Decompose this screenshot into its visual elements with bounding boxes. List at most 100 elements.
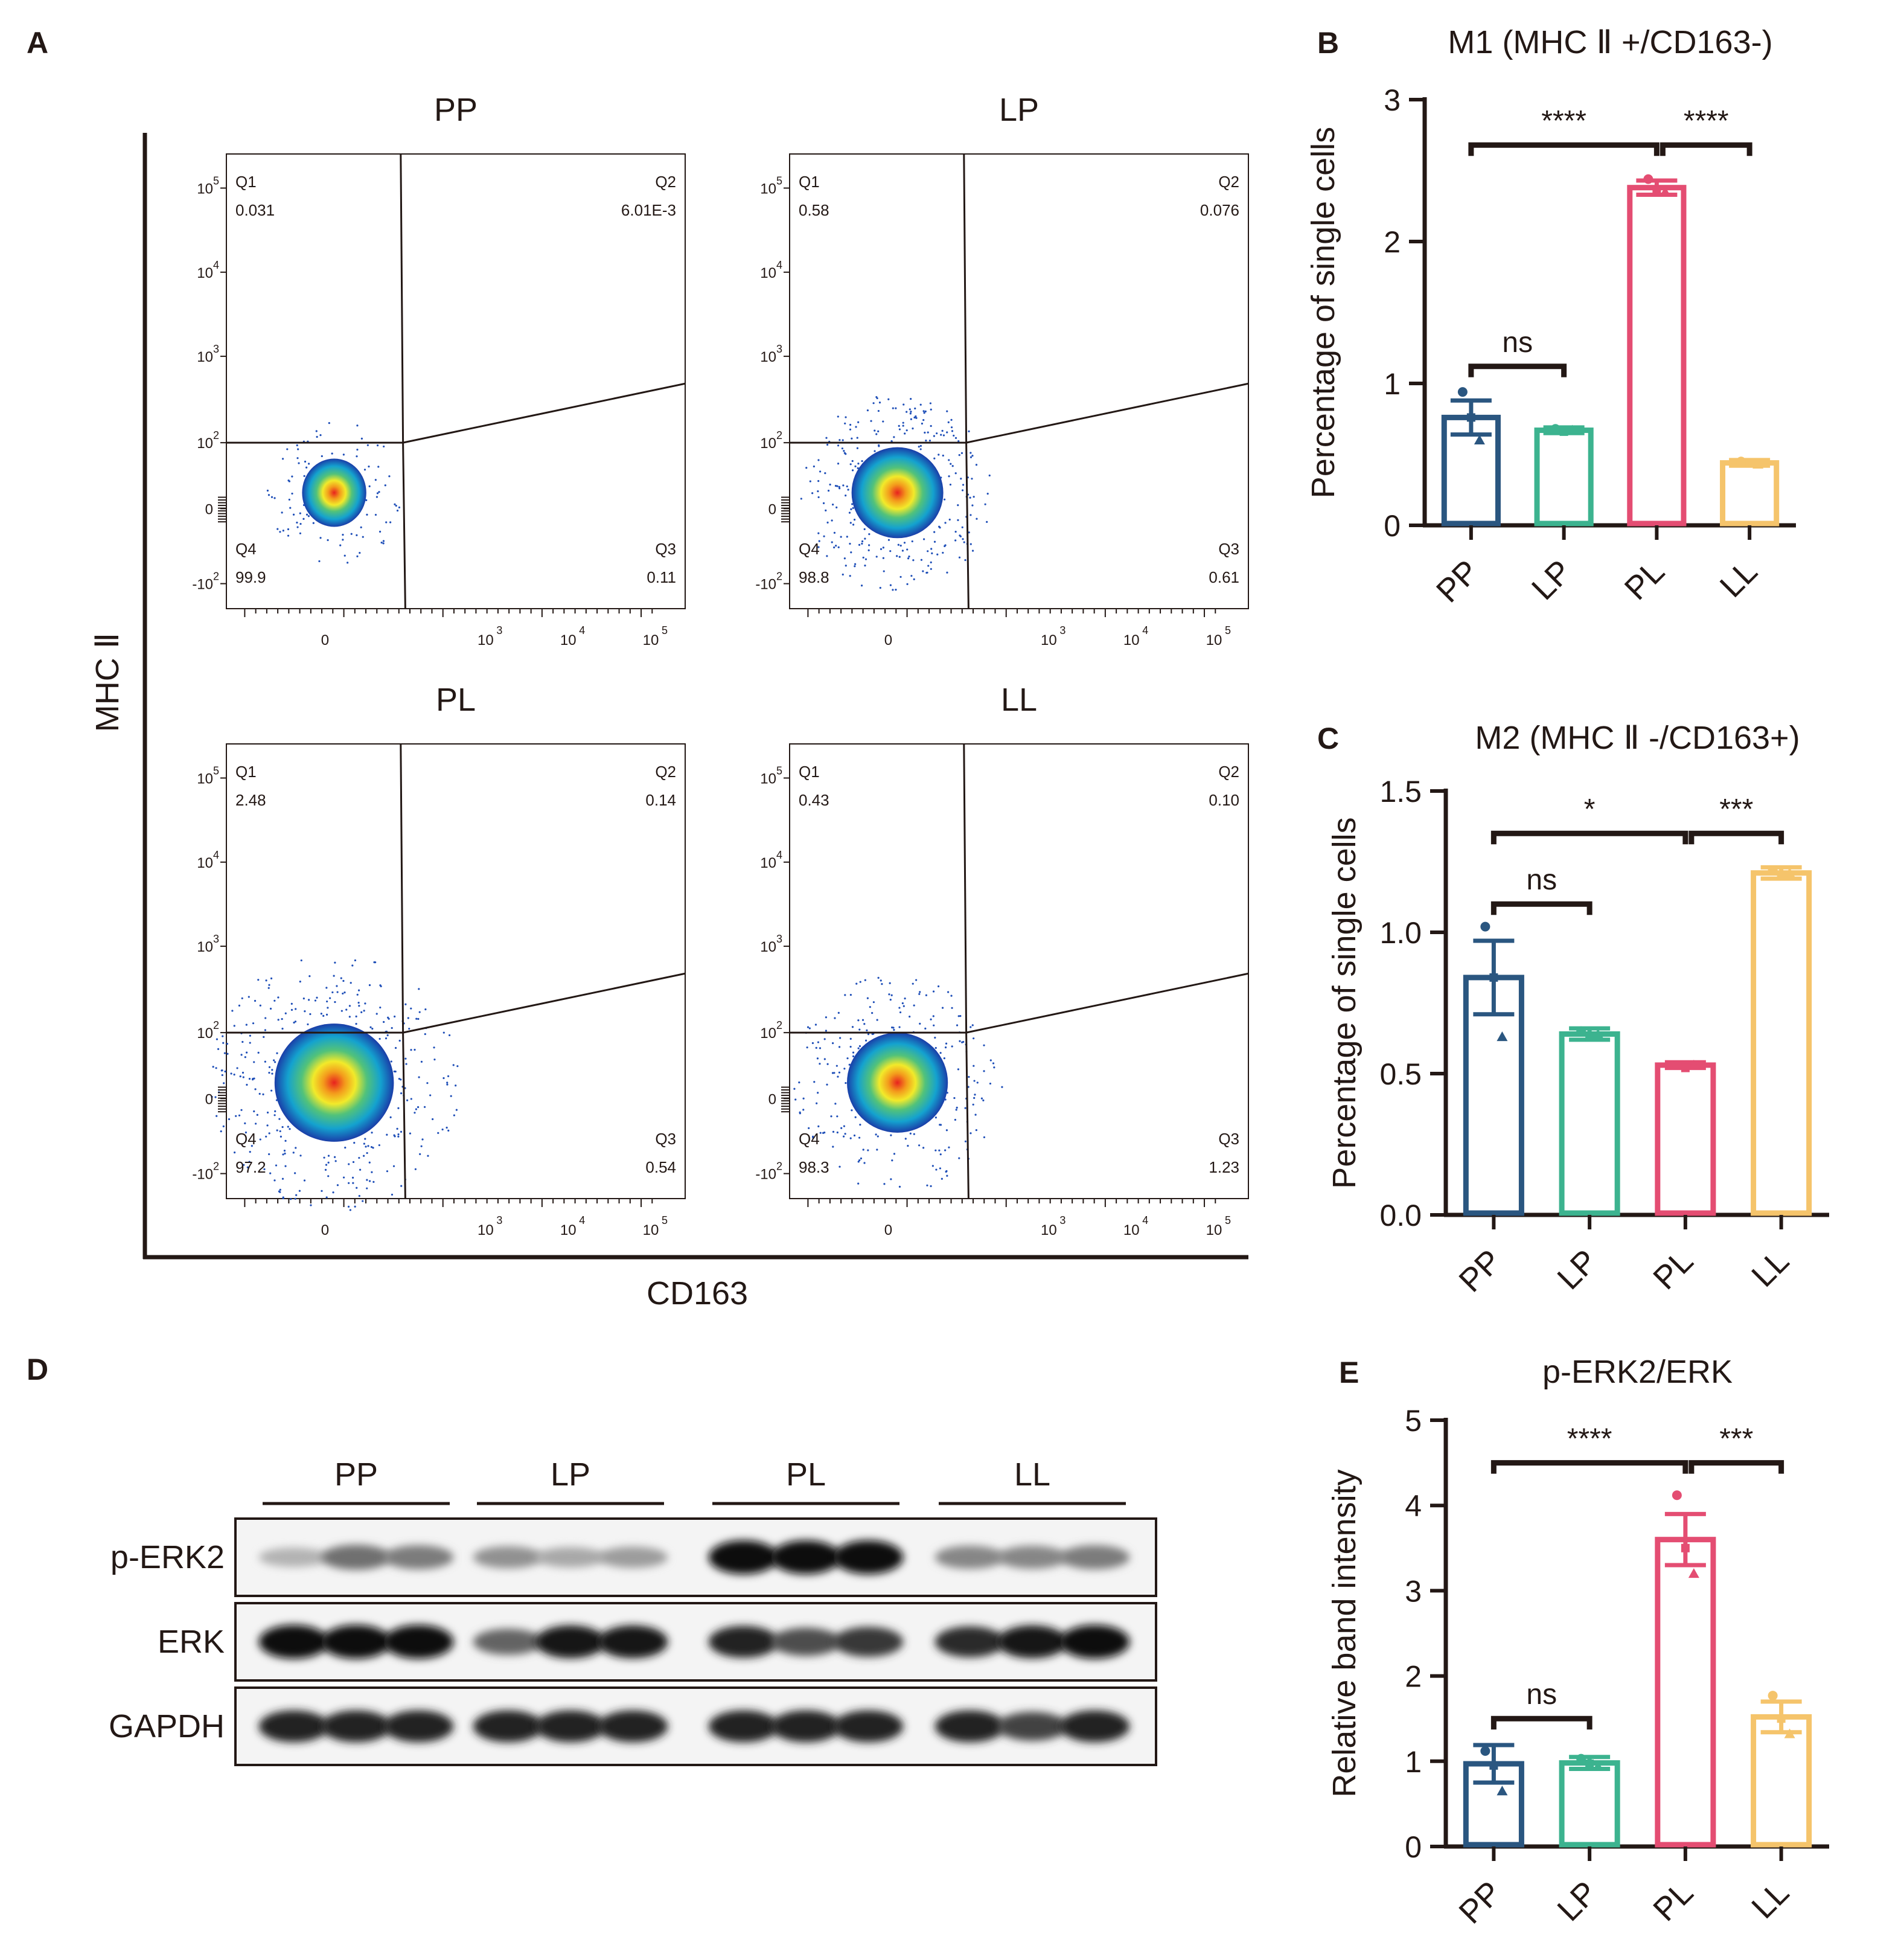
event-dot	[240, 1054, 243, 1056]
event-dot	[415, 1017, 418, 1020]
event-dot	[415, 1108, 417, 1110]
event-dot	[819, 1132, 822, 1134]
event-dot	[927, 431, 929, 434]
event-dot	[858, 543, 861, 546]
event-dot	[309, 1013, 311, 1016]
quadrant-q4v: 99.9	[235, 568, 266, 586]
event-dot	[970, 543, 972, 545]
event-dot	[277, 996, 280, 999]
y-tick-base: 10	[197, 435, 213, 452]
event-dot	[853, 1134, 856, 1137]
event-dot	[363, 469, 366, 471]
event-dot	[908, 556, 910, 558]
data-point	[1777, 1714, 1786, 1723]
event-dot	[267, 494, 270, 496]
event-dot	[357, 1002, 360, 1004]
event-dot	[851, 469, 854, 472]
event-dot	[913, 1133, 915, 1135]
data-point	[1593, 1028, 1604, 1039]
event-dot	[418, 1076, 420, 1078]
event-dot	[857, 1047, 860, 1049]
event-dot	[946, 1092, 948, 1094]
event-dot	[957, 504, 959, 507]
x-tick-exp: 4	[579, 624, 585, 636]
event-dot	[940, 476, 942, 479]
event-dot	[899, 545, 902, 547]
event-dot	[304, 460, 307, 463]
event-dot	[881, 983, 883, 985]
gate-vertical-lower	[965, 443, 970, 609]
gate-vertical-lower	[965, 1033, 970, 1199]
x-tick-base: 10	[643, 632, 659, 649]
event-dot	[798, 1081, 800, 1084]
event-dot	[455, 1109, 458, 1111]
quadrant-q2: Q2	[655, 173, 676, 191]
event-dot	[384, 484, 386, 487]
event-dot	[893, 1029, 895, 1031]
event-dot	[365, 499, 368, 501]
significance-bracket	[1688, 1460, 1784, 1474]
event-dot	[926, 1184, 928, 1187]
event-dot	[946, 571, 948, 574]
x-tick-base: 10	[643, 1222, 659, 1238]
event-dot	[898, 556, 901, 558]
event-dot	[906, 548, 909, 551]
event-dot	[866, 409, 869, 412]
event-dot	[446, 1083, 449, 1086]
event-dot	[281, 511, 283, 514]
data-point	[1497, 1031, 1508, 1042]
event-dot	[817, 496, 820, 499]
event-dot	[904, 1138, 907, 1140]
event-dot	[281, 1126, 284, 1129]
event-dot	[323, 1156, 325, 1159]
event-dot	[861, 460, 863, 463]
bar-charts: M1 (MHC Ⅱ +/CD163-) Percentage of single …	[1305, 24, 1829, 1930]
event-dot	[859, 981, 861, 983]
blot-band	[535, 1547, 605, 1568]
event-dot	[901, 549, 904, 552]
event-dot	[945, 1129, 948, 1132]
event-dot	[419, 1153, 421, 1155]
y-axis-label: Percentage of single cells	[1326, 817, 1363, 1188]
event-dot	[312, 522, 315, 524]
event-dot	[294, 1172, 296, 1174]
event-dot	[286, 448, 289, 450]
event-dot	[867, 1033, 870, 1036]
event-dot	[358, 1156, 360, 1159]
y-tick-exp: 4	[776, 849, 782, 861]
event-dot	[825, 437, 828, 439]
event-dot	[834, 1017, 836, 1019]
event-dot	[327, 539, 329, 542]
event-dot	[359, 1168, 362, 1171]
gate-horizontal-right	[403, 382, 686, 444]
blot-band	[258, 1548, 329, 1567]
event-dot	[446, 1126, 448, 1129]
event-dot	[933, 1024, 935, 1027]
event-dot	[366, 513, 368, 516]
event-dot	[822, 1132, 825, 1134]
event-dot	[898, 1026, 901, 1028]
event-dot	[864, 565, 866, 567]
blot-band	[997, 1712, 1067, 1741]
event-dot	[944, 498, 946, 501]
quadrant-q4v: 98.3	[799, 1158, 829, 1176]
event-dot	[836, 485, 839, 487]
event-dot	[919, 403, 922, 406]
event-dot	[296, 457, 299, 460]
event-dot	[861, 540, 864, 543]
event-dot	[355, 1015, 357, 1017]
event-dot	[944, 544, 947, 546]
event-dot	[833, 546, 835, 549]
event-dot	[393, 1070, 395, 1073]
event-dot	[379, 1037, 381, 1040]
event-dot	[934, 1046, 937, 1049]
flow-plot-title: PP	[434, 92, 478, 128]
event-dot	[867, 549, 870, 551]
event-dot	[839, 1037, 842, 1039]
event-dot	[862, 1148, 864, 1151]
x-tick-base: 10	[1206, 632, 1222, 649]
event-dot	[302, 998, 305, 1000]
event-dot	[980, 1097, 983, 1100]
event-dot	[276, 528, 279, 530]
event-dot	[356, 424, 359, 427]
